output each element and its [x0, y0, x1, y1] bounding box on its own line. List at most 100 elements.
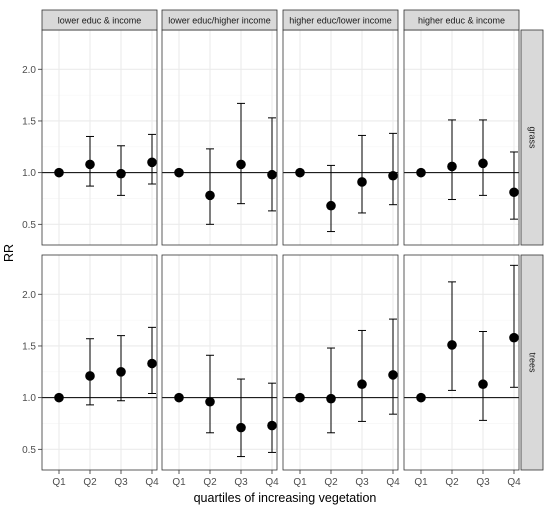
- y-tick-label: 2.0: [22, 290, 36, 301]
- panel-background: [162, 255, 277, 470]
- x-tick-label: Q2: [324, 477, 338, 488]
- data-point: [416, 167, 426, 178]
- panel: [41, 29, 158, 246]
- data-point: [295, 167, 305, 178]
- panel-background: [162, 30, 277, 245]
- column-strip: higher educ & income: [403, 9, 520, 31]
- data-point: [54, 392, 64, 403]
- x-tick-label: Q1: [293, 477, 307, 488]
- data-point: [267, 420, 277, 431]
- y-tick-label: 1.0: [22, 168, 36, 179]
- panel: [161, 254, 278, 471]
- x-axes: Q1 Q2 Q3 Q4 Q1 Q2 Q3 Q4 Q1 Q2 Q3 Q4 Q1 Q2 Q3 Q4: [52, 470, 521, 488]
- data-point: [236, 422, 246, 433]
- data-point: [236, 159, 246, 170]
- strip-box: [282, 9, 399, 31]
- panel: [282, 254, 399, 471]
- strip-box: [520, 254, 544, 471]
- x-tick-label: Q3: [234, 477, 248, 488]
- panel: [403, 254, 520, 471]
- strip-label: trees: [528, 352, 538, 373]
- x-tick-label: Q4: [386, 477, 400, 488]
- y-tick-label: 1.5: [22, 341, 36, 352]
- panel-background: [42, 30, 157, 245]
- data-point: [116, 168, 126, 179]
- panel: [161, 29, 278, 246]
- data-point: [447, 161, 457, 172]
- data-point: [54, 167, 64, 178]
- strip-box: [403, 9, 520, 31]
- data-point: [205, 190, 215, 201]
- x-tick-label: Q4: [145, 477, 159, 488]
- data-point: [174, 167, 184, 178]
- strip-box: [520, 29, 544, 246]
- strip-label: lower educ & income: [58, 16, 142, 26]
- x-tick-label: Q2: [445, 477, 459, 488]
- y-tick-label: 1.0: [22, 393, 36, 404]
- row-strips: grass trees: [520, 29, 544, 471]
- panel-background: [283, 255, 398, 470]
- data-point: [326, 393, 336, 404]
- x-tick-label: Q1: [52, 477, 66, 488]
- y-axis-title: RR: [2, 244, 16, 262]
- column-strip: lower educ/higher income: [161, 9, 278, 31]
- x-tick-label: Q1: [414, 477, 428, 488]
- panel-background: [283, 30, 398, 245]
- data-point: [357, 177, 367, 187]
- strip-label: lower educ/higher income: [168, 16, 271, 26]
- x-axis-title: quartiles of increasing vegetation: [194, 491, 377, 505]
- panel: [41, 254, 158, 471]
- panel-background: [42, 255, 157, 470]
- x-tick-label: Q3: [114, 477, 128, 488]
- x-tick-label: Q1: [172, 477, 186, 488]
- strip-box: [41, 9, 158, 31]
- panel: [403, 29, 520, 246]
- panel-border: [161, 254, 278, 471]
- column-strip: higher educ/lower income: [282, 9, 399, 31]
- strip-box: [161, 9, 278, 31]
- x-tick-label: Q4: [265, 477, 279, 488]
- data-point: [295, 392, 305, 403]
- panel-border: [41, 254, 158, 471]
- strip-label: higher educ & income: [418, 16, 505, 26]
- strip-label: grass: [528, 126, 538, 149]
- data-point: [509, 332, 519, 343]
- data-point: [85, 159, 95, 170]
- data-point: [357, 379, 367, 390]
- y-tick-label: 0.5: [22, 220, 36, 231]
- panels-layer: [41, 29, 520, 471]
- panel-background: [404, 255, 519, 470]
- data-point: [509, 187, 519, 198]
- data-point: [388, 170, 398, 181]
- data-point: [116, 367, 126, 377]
- y-tick-label: 1.5: [22, 116, 36, 127]
- data-point: [478, 379, 488, 390]
- data-point: [267, 169, 277, 180]
- data-point: [447, 340, 457, 350]
- x-tick-label: Q4: [507, 477, 521, 488]
- y-axes: 0.5 1.0 1.5 2.0 0.5 1.0 1.5 2.0: [22, 65, 42, 456]
- data-point: [478, 158, 488, 169]
- data-point: [147, 358, 157, 369]
- y-tick-label: 0.5: [22, 445, 36, 456]
- data-point: [147, 157, 157, 168]
- row-strip: trees: [520, 254, 544, 471]
- x-tick-label: Q2: [203, 477, 217, 488]
- data-point: [174, 392, 184, 403]
- data-point: [388, 370, 398, 380]
- panel-border: [282, 254, 399, 471]
- data-point: [205, 396, 215, 407]
- y-tick-label: 2.0: [22, 65, 36, 76]
- panel-background: [404, 30, 519, 245]
- row-strip: grass: [520, 29, 544, 246]
- x-tick-label: Q3: [355, 477, 369, 488]
- panel-border: [403, 254, 520, 471]
- column-strip: lower educ & income: [41, 9, 158, 31]
- x-tick-label: Q2: [83, 477, 97, 488]
- column-strips: lower educ & income lower educ/higher inc…: [41, 9, 520, 31]
- data-point: [416, 392, 426, 403]
- strip-label: higher educ/lower income: [289, 16, 392, 26]
- data-point: [85, 371, 95, 381]
- x-tick-label: Q3: [476, 477, 490, 488]
